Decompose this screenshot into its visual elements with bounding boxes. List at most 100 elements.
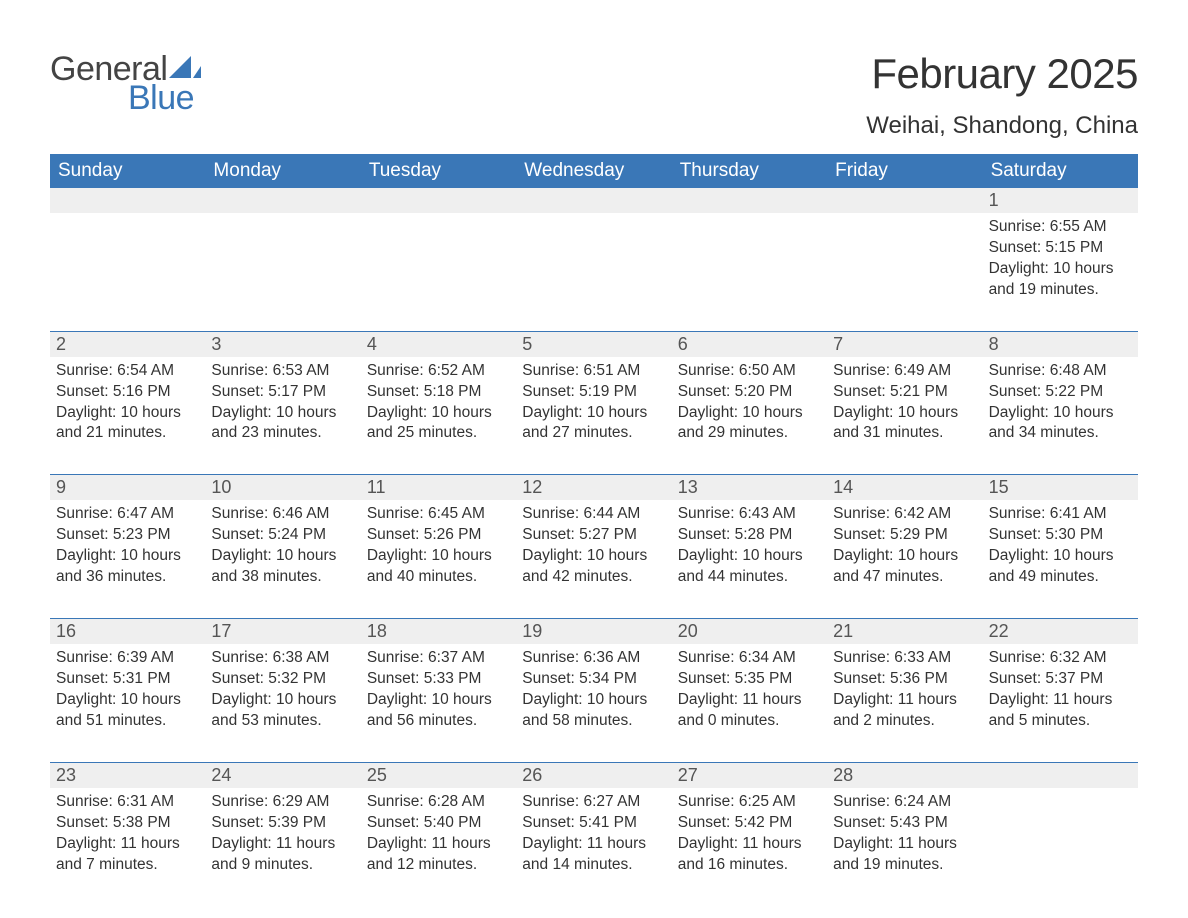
day-detail: Sunrise: 6:39 AMSunset: 5:31 PMDaylight:…	[50, 644, 205, 746]
day-number: 24	[205, 763, 360, 788]
header: General Blue February 2025 Weihai, Shand…	[50, 50, 1138, 140]
sunrise-text: Sunrise: 6:53 AM	[211, 361, 354, 382]
day-detail: Sunrise: 6:47 AMSunset: 5:23 PMDaylight:…	[50, 500, 205, 602]
day-detail: Sunrise: 6:38 AMSunset: 5:32 PMDaylight:…	[205, 644, 360, 746]
daynum-row: 9101112131415	[50, 475, 1138, 500]
sunrise-text: Sunrise: 6:50 AM	[678, 361, 821, 382]
sunset-text: Sunset: 5:22 PM	[989, 382, 1132, 403]
day-detail	[50, 213, 205, 315]
day-detail: Sunrise: 6:33 AMSunset: 5:36 PMDaylight:…	[827, 644, 982, 746]
day-detail	[672, 213, 827, 315]
sunset-text: Sunset: 5:41 PM	[522, 813, 665, 834]
day-number	[983, 763, 1138, 788]
day-detail	[516, 213, 671, 315]
daylight-text: Daylight: 10 hours and 21 minutes.	[56, 403, 199, 445]
daylight-text: Daylight: 10 hours and 27 minutes.	[522, 403, 665, 445]
week-block: 232425262728Sunrise: 6:31 AMSunset: 5:38…	[50, 762, 1138, 890]
sunset-text: Sunset: 5:27 PM	[522, 525, 665, 546]
sunrise-text: Sunrise: 6:33 AM	[833, 648, 976, 669]
sunset-text: Sunset: 5:42 PM	[678, 813, 821, 834]
col-header-thursday: Thursday	[672, 154, 827, 188]
day-number: 26	[516, 763, 671, 788]
day-detail	[361, 213, 516, 315]
week-block: 2345678Sunrise: 6:54 AMSunset: 5:16 PMDa…	[50, 331, 1138, 459]
daylight-text: Daylight: 11 hours and 14 minutes.	[522, 834, 665, 876]
sunset-text: Sunset: 5:31 PM	[56, 669, 199, 690]
sunrise-text: Sunrise: 6:27 AM	[522, 792, 665, 813]
detail-row: Sunrise: 6:31 AMSunset: 5:38 PMDaylight:…	[50, 788, 1138, 890]
sunrise-text: Sunrise: 6:52 AM	[367, 361, 510, 382]
sunset-text: Sunset: 5:23 PM	[56, 525, 199, 546]
day-detail: Sunrise: 6:55 AMSunset: 5:15 PMDaylight:…	[983, 213, 1138, 315]
col-header-tuesday: Tuesday	[361, 154, 516, 188]
daylight-text: Daylight: 10 hours and 47 minutes.	[833, 546, 976, 588]
week-block: 16171819202122Sunrise: 6:39 AMSunset: 5:…	[50, 618, 1138, 746]
day-number: 10	[205, 475, 360, 500]
day-number: 19	[516, 619, 671, 644]
logo: General Blue	[50, 50, 201, 118]
sunrise-text: Sunrise: 6:34 AM	[678, 648, 821, 669]
day-detail: Sunrise: 6:48 AMSunset: 5:22 PMDaylight:…	[983, 357, 1138, 459]
sunrise-text: Sunrise: 6:54 AM	[56, 361, 199, 382]
logo-text-blue: Blue	[128, 79, 194, 118]
calendar: Sunday Monday Tuesday Wednesday Thursday…	[50, 154, 1138, 889]
sunrise-text: Sunrise: 6:51 AM	[522, 361, 665, 382]
day-detail: Sunrise: 6:37 AMSunset: 5:33 PMDaylight:…	[361, 644, 516, 746]
day-number: 7	[827, 332, 982, 357]
sunset-text: Sunset: 5:39 PM	[211, 813, 354, 834]
sunrise-text: Sunrise: 6:41 AM	[989, 504, 1132, 525]
day-detail: Sunrise: 6:52 AMSunset: 5:18 PMDaylight:…	[361, 357, 516, 459]
day-detail	[983, 788, 1138, 890]
col-header-friday: Friday	[827, 154, 982, 188]
daylight-text: Daylight: 10 hours and 34 minutes.	[989, 403, 1132, 445]
daylight-text: Daylight: 10 hours and 53 minutes.	[211, 690, 354, 732]
day-detail: Sunrise: 6:44 AMSunset: 5:27 PMDaylight:…	[516, 500, 671, 602]
day-detail: Sunrise: 6:46 AMSunset: 5:24 PMDaylight:…	[205, 500, 360, 602]
day-detail: Sunrise: 6:50 AMSunset: 5:20 PMDaylight:…	[672, 357, 827, 459]
sunset-text: Sunset: 5:29 PM	[833, 525, 976, 546]
day-number: 20	[672, 619, 827, 644]
sunrise-text: Sunrise: 6:48 AM	[989, 361, 1132, 382]
sunset-text: Sunset: 5:21 PM	[833, 382, 976, 403]
day-detail: Sunrise: 6:49 AMSunset: 5:21 PMDaylight:…	[827, 357, 982, 459]
daylight-text: Daylight: 10 hours and 23 minutes.	[211, 403, 354, 445]
daylight-text: Daylight: 11 hours and 7 minutes.	[56, 834, 199, 876]
daylight-text: Daylight: 10 hours and 51 minutes.	[56, 690, 199, 732]
daylight-text: Daylight: 10 hours and 31 minutes.	[833, 403, 976, 445]
day-detail: Sunrise: 6:41 AMSunset: 5:30 PMDaylight:…	[983, 500, 1138, 602]
day-detail: Sunrise: 6:32 AMSunset: 5:37 PMDaylight:…	[983, 644, 1138, 746]
day-number	[516, 188, 671, 213]
sunset-text: Sunset: 5:16 PM	[56, 382, 199, 403]
day-number: 4	[361, 332, 516, 357]
day-number: 6	[672, 332, 827, 357]
title-block: February 2025 Weihai, Shandong, China	[866, 50, 1138, 140]
sunset-text: Sunset: 5:43 PM	[833, 813, 976, 834]
day-detail: Sunrise: 6:29 AMSunset: 5:39 PMDaylight:…	[205, 788, 360, 890]
sunrise-text: Sunrise: 6:45 AM	[367, 504, 510, 525]
day-number: 21	[827, 619, 982, 644]
day-number: 25	[361, 763, 516, 788]
col-header-sunday: Sunday	[50, 154, 205, 188]
location-label: Weihai, Shandong, China	[866, 112, 1138, 140]
day-number: 15	[983, 475, 1138, 500]
day-number: 1	[983, 188, 1138, 213]
sunset-text: Sunset: 5:38 PM	[56, 813, 199, 834]
daylight-text: Daylight: 10 hours and 38 minutes.	[211, 546, 354, 588]
daylight-text: Daylight: 10 hours and 19 minutes.	[989, 259, 1132, 301]
day-detail: Sunrise: 6:27 AMSunset: 5:41 PMDaylight:…	[516, 788, 671, 890]
sunset-text: Sunset: 5:18 PM	[367, 382, 510, 403]
sunset-text: Sunset: 5:28 PM	[678, 525, 821, 546]
daylight-text: Daylight: 10 hours and 36 minutes.	[56, 546, 199, 588]
daylight-text: Daylight: 10 hours and 29 minutes.	[678, 403, 821, 445]
sunrise-text: Sunrise: 6:44 AM	[522, 504, 665, 525]
day-header-row: Sunday Monday Tuesday Wednesday Thursday…	[50, 154, 1138, 188]
day-detail: Sunrise: 6:54 AMSunset: 5:16 PMDaylight:…	[50, 357, 205, 459]
daylight-text: Daylight: 10 hours and 40 minutes.	[367, 546, 510, 588]
sunrise-text: Sunrise: 6:29 AM	[211, 792, 354, 813]
day-detail: Sunrise: 6:45 AMSunset: 5:26 PMDaylight:…	[361, 500, 516, 602]
day-detail	[205, 213, 360, 315]
week-block: 1Sunrise: 6:55 AMSunset: 5:15 PMDaylight…	[50, 188, 1138, 315]
daylight-text: Daylight: 10 hours and 44 minutes.	[678, 546, 821, 588]
sunrise-text: Sunrise: 6:38 AM	[211, 648, 354, 669]
sunset-text: Sunset: 5:19 PM	[522, 382, 665, 403]
